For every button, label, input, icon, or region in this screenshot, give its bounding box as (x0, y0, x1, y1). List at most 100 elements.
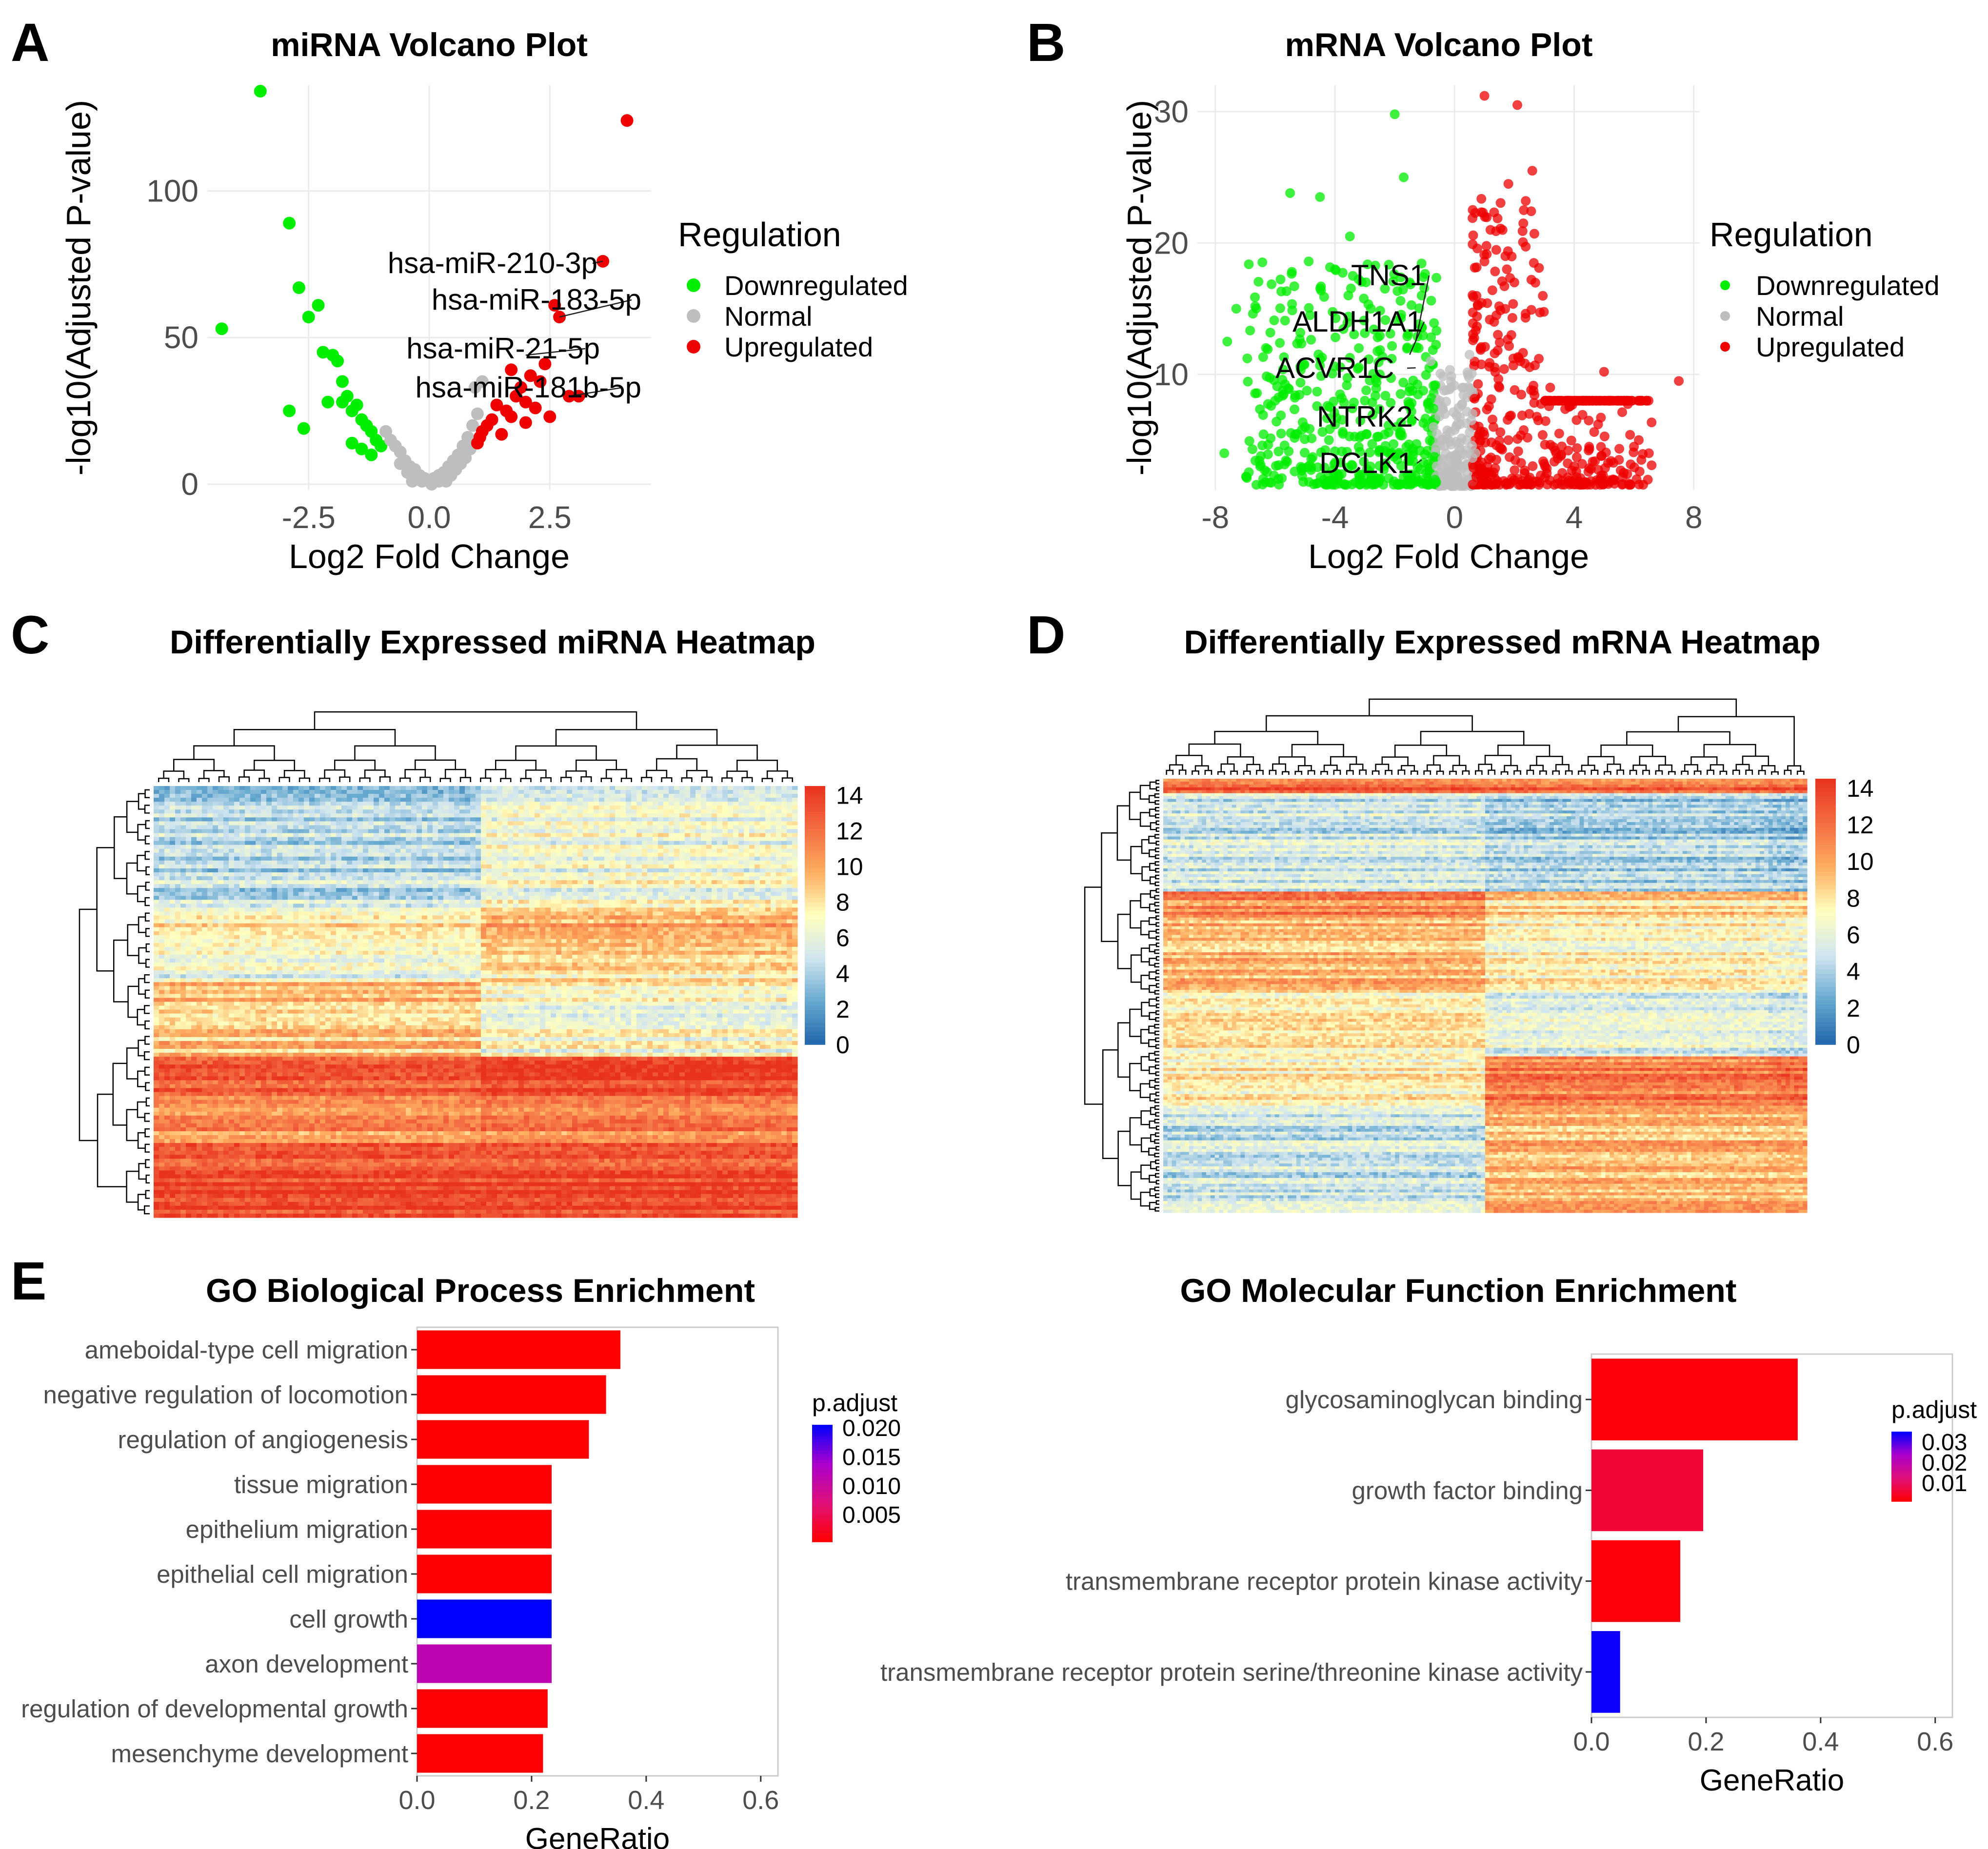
heatmap-cell (234, 892, 240, 896)
data-point (1398, 284, 1408, 295)
heatmap-cell (454, 880, 460, 885)
heatmap-cell (658, 852, 664, 857)
heatmap-cell (728, 806, 734, 810)
heatmap-cell (577, 880, 583, 885)
heatmap-cell (701, 864, 707, 869)
heatmap-cell (792, 868, 798, 873)
heatmap-cell (631, 798, 637, 802)
heatmap-cell (567, 884, 573, 888)
heatmap-cell (282, 884, 288, 888)
heatmap-cell (374, 888, 379, 892)
heatmap-cell (390, 864, 396, 869)
legend-entry: Normal (1756, 301, 1844, 332)
heatmap-cell (561, 888, 567, 892)
heatmap-cell (535, 833, 540, 838)
heatmap-cell (524, 856, 530, 861)
heatmap-cell (180, 825, 186, 830)
heatmap-cell (245, 856, 251, 861)
heatmap-cell (298, 868, 304, 873)
data-point (1598, 470, 1608, 480)
heatmap-cell (551, 821, 557, 826)
heatmap-cell (535, 892, 540, 896)
heatmap-cell (481, 848, 487, 853)
heatmap-cell (331, 790, 337, 794)
heatmap-cell (164, 833, 170, 838)
heatmap-cell (535, 884, 540, 888)
heatmap-cell (524, 790, 530, 794)
heatmap-cell (229, 790, 235, 794)
data-point (1468, 335, 1478, 345)
heatmap-cell (170, 852, 176, 857)
heatmap-cell (669, 900, 675, 904)
heatmap-cell (417, 904, 422, 908)
heatmap-cell (454, 864, 460, 869)
heatmap-cell (250, 868, 256, 873)
heatmap-cell (449, 892, 455, 896)
heatmap-cell (604, 813, 610, 818)
heatmap-cell (266, 900, 272, 904)
heatmap-cell (395, 813, 401, 818)
heatmap-cell (433, 798, 438, 802)
heatmap-cell (577, 802, 583, 806)
heatmap-cell (588, 794, 594, 798)
data-point (1522, 479, 1532, 490)
data-point (1581, 395, 1591, 406)
heatmap-cell (325, 837, 331, 842)
heatmap-cell (449, 888, 455, 892)
heatmap-cell (213, 876, 219, 881)
heatmap-cell (594, 845, 599, 849)
heatmap-cell (749, 892, 755, 896)
heatmap-cell (669, 872, 675, 877)
heatmap-cell (524, 806, 530, 810)
data-point-upregulated (534, 375, 547, 388)
heatmap-cell (679, 845, 685, 849)
heatmap-cell (374, 868, 379, 873)
heatmap-cell (218, 813, 224, 818)
heatmap-cell (293, 904, 299, 908)
heatmap-cell (663, 852, 669, 857)
data-point-upregulated (1524, 409, 1534, 419)
heatmap-cell (363, 813, 369, 818)
heatmap-cell (620, 806, 626, 810)
heatmap-cell (417, 829, 422, 834)
heatmap-cell (524, 817, 530, 822)
heatmap-cell (358, 813, 363, 818)
heatmap-cell (363, 904, 369, 908)
heatmap-cell (470, 896, 476, 900)
heatmap-cell (502, 841, 508, 846)
heatmap-cell (556, 798, 562, 802)
heatmap-cell (755, 821, 760, 826)
data-point (1449, 407, 1459, 417)
heatmap-cell (755, 829, 760, 834)
heatmap-cell (368, 817, 374, 822)
heatmap-cell (658, 829, 664, 834)
heatmap-cell (427, 786, 433, 790)
heatmap-cell (363, 821, 369, 826)
data-point (1371, 383, 1381, 393)
heatmap-cell (218, 880, 224, 885)
heatmap-cell (245, 864, 251, 869)
heatmap-cell (250, 806, 256, 810)
heatmap-cell (497, 794, 503, 798)
data-point-downregulated (317, 346, 330, 359)
heatmap-cell (722, 868, 728, 873)
heatmap-cell (551, 880, 557, 885)
heatmap-cell (223, 829, 229, 834)
heatmap-cell (256, 833, 261, 838)
heatmap-cell (529, 841, 535, 846)
heatmap-cell (170, 896, 176, 900)
heatmap-cell (180, 813, 186, 818)
heatmap-cell (518, 896, 524, 900)
heatmap-cell (706, 829, 712, 834)
data-point (1603, 458, 1613, 468)
heatmap-cell (213, 806, 219, 810)
heatmap-cell (497, 841, 503, 846)
heatmap-cell (325, 856, 331, 861)
annotation-label: DCLK1 (1319, 447, 1413, 479)
data-point (1302, 386, 1312, 396)
heatmap-cell (256, 845, 261, 849)
heatmap-cell (175, 864, 181, 869)
data-point (1412, 462, 1423, 472)
heatmap-cell (229, 806, 235, 810)
heatmap-cell (465, 900, 471, 904)
